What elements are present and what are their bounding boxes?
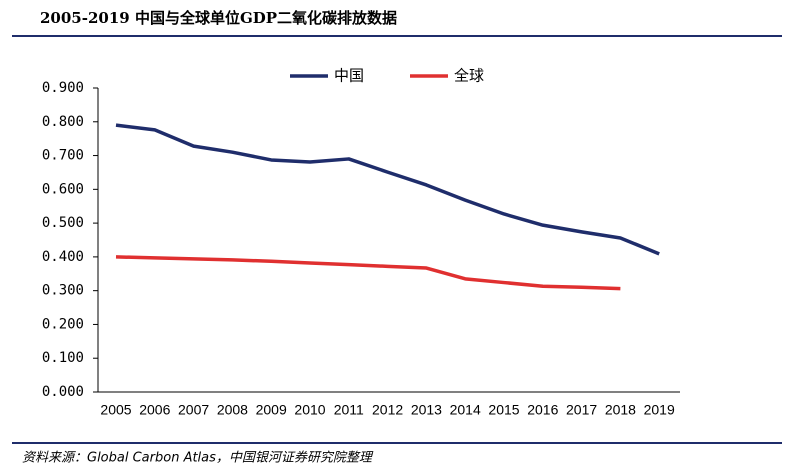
y-tick-label: 0.800 [42,114,84,130]
y-tick-label: 0.500 [42,215,84,231]
x-tick-label: 2015 [488,402,519,418]
y-tick-label: 0.300 [42,283,84,299]
y-tick-label: 0.400 [42,249,84,265]
x-tick-label: 2019 [644,402,675,418]
legend-label: 中国 [334,67,364,85]
x-tick-label: 2005 [100,402,131,418]
y-tick-label: 0.700 [42,148,84,164]
x-tick-label: 2011 [334,402,364,418]
x-tick-label: 2008 [217,402,248,418]
y-tick-label: 0.600 [42,181,84,197]
source-note: 资料来源：Global Carbon Atlas，中国银河证券研究院整理 [22,450,374,466]
x-tick-label: 2012 [372,402,403,418]
legend-label: 全球 [454,67,484,85]
y-tick-label: 0.000 [42,384,84,400]
chart-title: 2005-2019 中国与全球单位GDP二氧化碳排放数据 [40,9,397,27]
x-tick-label: 2017 [566,402,597,418]
x-tick-label: 2013 [411,402,442,418]
x-tick-label: 2009 [256,402,287,418]
x-tick-label: 2018 [605,402,636,418]
y-tick-label: 0.200 [42,316,84,332]
x-tick-label: 2007 [178,402,209,418]
x-tick-label: 2010 [294,402,325,418]
y-tick-label: 0.100 [42,350,84,366]
x-tick-label: 2014 [450,402,481,418]
series-line [115,123,660,256]
x-tick-label: 2006 [139,402,170,418]
series-line [115,255,621,291]
x-tick-label: 2016 [527,402,558,418]
y-tick-label: 0.900 [42,80,84,96]
